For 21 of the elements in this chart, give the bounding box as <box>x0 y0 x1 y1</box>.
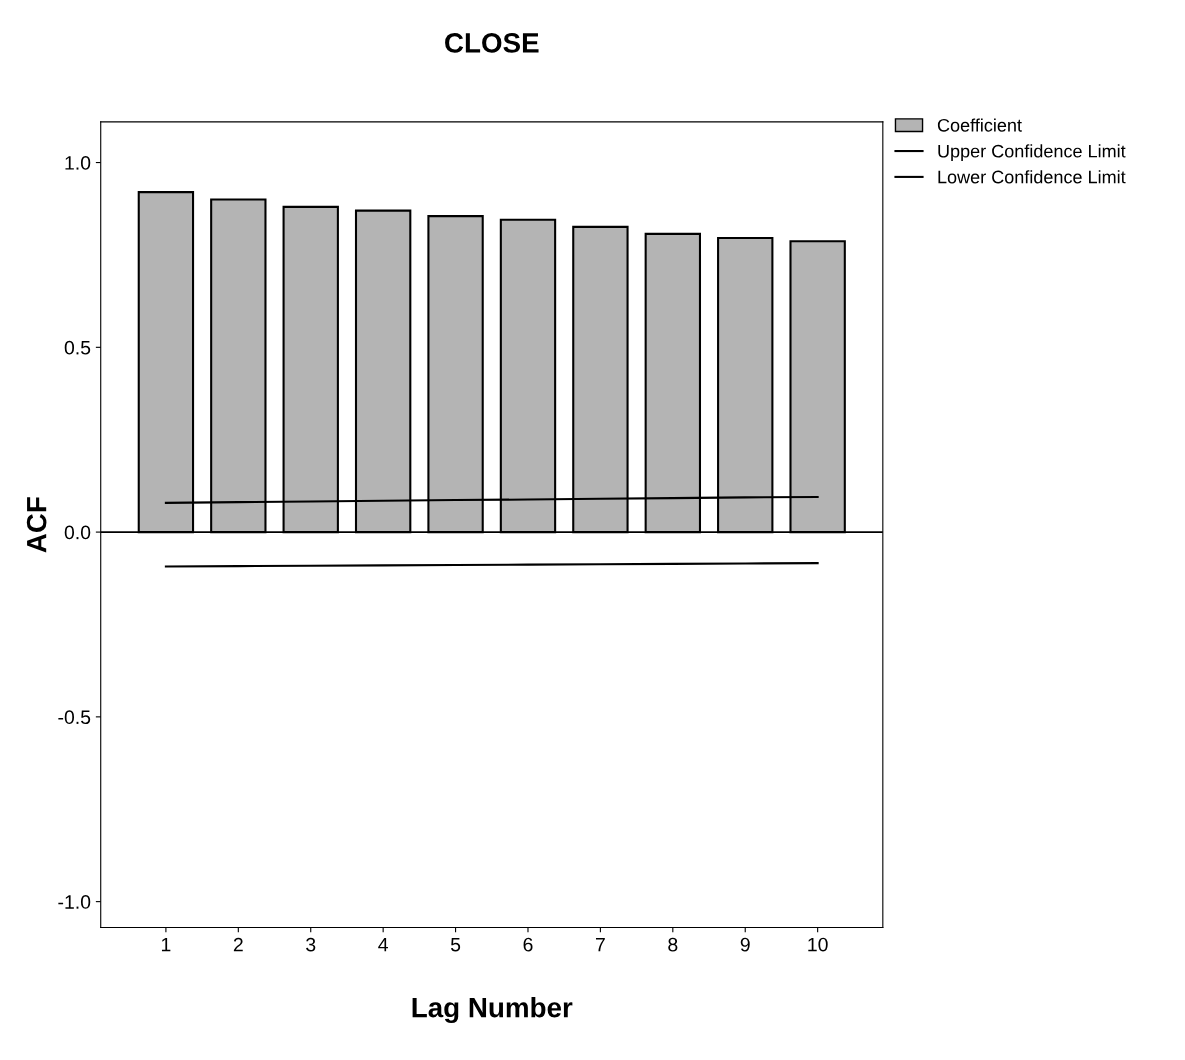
y-axis-title: ACF <box>26 497 47 553</box>
x-tick-label: 10 <box>808 937 828 952</box>
x-axis-title: Lag Number <box>412 997 573 1024</box>
x-tick-label: 7 <box>595 937 605 952</box>
x-tick-label: 1 <box>161 937 171 952</box>
x-tick-label: 8 <box>668 937 678 952</box>
y-tick-label: -0.5 <box>58 710 91 725</box>
y-tick-label: 0.5 <box>64 340 91 355</box>
legend-label: Lower Confidence Limit <box>938 170 1126 184</box>
x-tick-label: 3 <box>306 937 316 952</box>
x-tick-label: 4 <box>378 937 388 952</box>
y-tick-label: -1.0 <box>58 895 91 909</box>
chart-title: CLOSE <box>445 33 539 53</box>
y-tick-label: 1.0 <box>65 156 91 170</box>
legend-label: Upper Confidence Limit <box>938 144 1126 162</box>
y-tick-label: 0.0 <box>64 525 91 540</box>
x-tick-label: 9 <box>740 937 750 952</box>
legend-label: Coefficient <box>937 118 1022 132</box>
x-tick-label: 2 <box>233 937 243 952</box>
x-tick-label: 6 <box>523 937 533 952</box>
x-tick-label: 5 <box>450 937 461 952</box>
